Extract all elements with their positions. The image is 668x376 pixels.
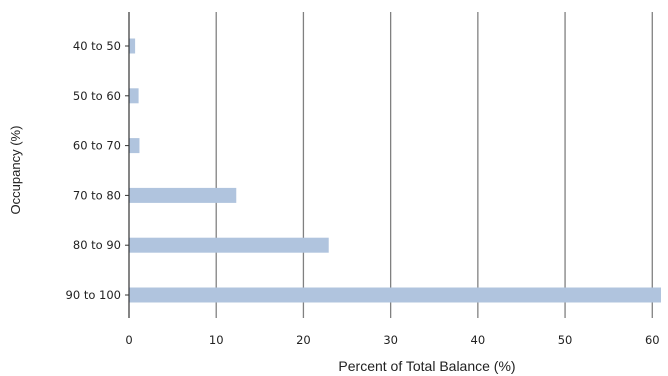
x-tick-label: 10 [209, 333, 224, 347]
bar-50-to-60 [129, 88, 139, 104]
x-tick-label: 20 [296, 333, 311, 347]
bar-60-to-70 [129, 138, 140, 154]
x-tick-label: 50 [558, 333, 573, 347]
y-axis-title: Occupancy (%) [8, 126, 23, 215]
bar-80-to-90 [129, 237, 329, 253]
y-tick-label: 50 to 60 [73, 89, 121, 103]
x-tick-label: 30 [383, 333, 398, 347]
x-axis-title: Percent of Total Balance (%) [338, 358, 515, 374]
y-tick-labels: 40 to 50 50 to 60 60 to 70 70 to 80 80 to 90… [66, 39, 129, 302]
y-tick-label: 60 to 70 [73, 139, 121, 153]
y-tick-label: 90 to 100 [66, 288, 121, 302]
bars [129, 38, 661, 303]
y-tick-label: 70 to 80 [73, 188, 121, 202]
y-tick-label: 80 to 90 [73, 238, 121, 252]
x-tick-label: 40 [471, 333, 486, 347]
gridlines [215, 12, 653, 318]
x-tick-label: 60 [645, 333, 660, 347]
y-tick-label: 40 to 50 [73, 39, 121, 53]
bar-40-to-50 [129, 38, 136, 54]
x-tick-labels: 0 10 20 30 40 50 60 [125, 333, 659, 347]
x-tick-label: 0 [125, 333, 132, 347]
bar-70-to-80 [129, 187, 237, 203]
bar-90-to-100 [129, 287, 661, 303]
